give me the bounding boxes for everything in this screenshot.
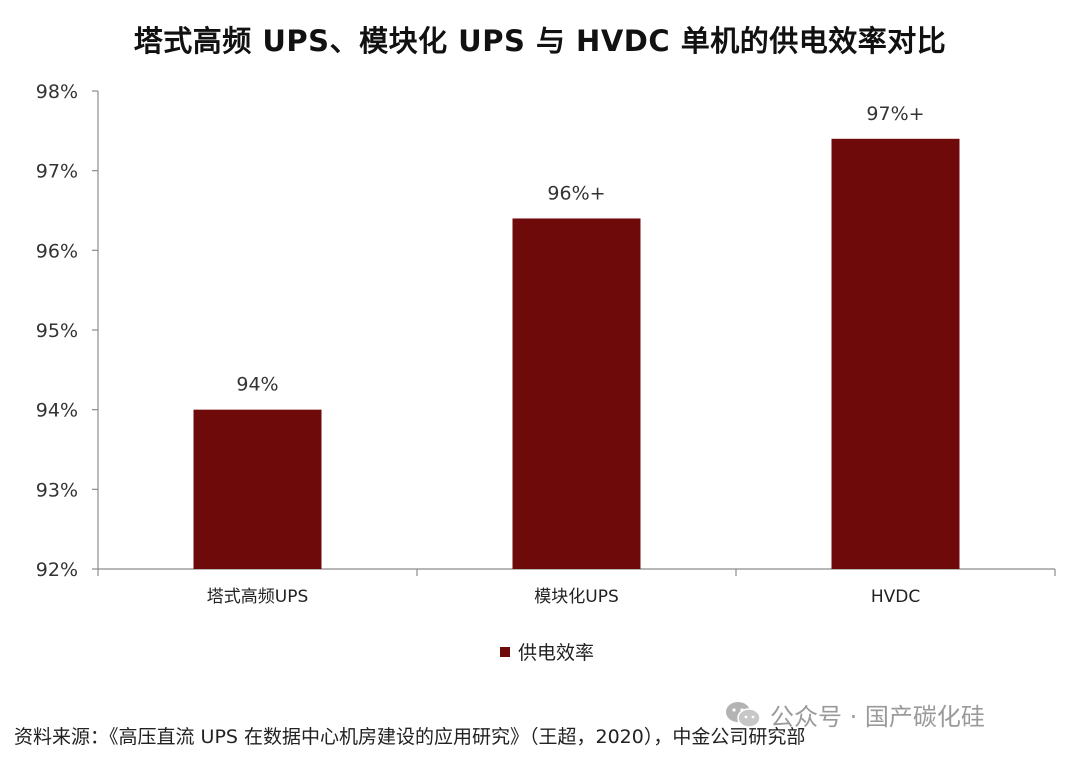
x-category-label: HVDC: [871, 587, 920, 607]
y-tick-label: 97%: [36, 161, 78, 183]
chart-title: 塔式高频 UPS、模块化 UPS 与 HVDC 单机的供电效率对比: [133, 24, 947, 58]
legend-swatch: [500, 646, 510, 657]
x-axis: 塔式高频UPS 模块化UPS HVDC: [97, 568, 1056, 607]
bar: [831, 138, 960, 570]
y-tick-label: 96%: [36, 240, 78, 262]
bar-series: [193, 138, 960, 570]
y-tick-label: 93%: [36, 479, 78, 501]
data-label: 97%+: [866, 103, 924, 125]
x-category-label: 塔式高频UPS: [207, 587, 309, 607]
y-tick-label: 94%: [36, 400, 78, 422]
data-label: 96%+: [547, 182, 605, 204]
watermark: 公众号 · 国产碳化硅: [724, 697, 985, 732]
bar: [512, 218, 641, 569]
x-category-label: 模块化UPS: [534, 587, 619, 607]
y-tick-label: 98%: [36, 81, 78, 103]
data-labels: 94% 96%+ 97%+: [236, 103, 924, 396]
y-axis: 92% 93% 94% 95% 96% 97% 98%: [36, 81, 99, 581]
y-tick-label: 92%: [36, 559, 78, 581]
legend-label: 供电效率: [518, 642, 595, 664]
legend: 供电效率: [500, 638, 594, 665]
y-tick-label: 95%: [36, 320, 78, 342]
watermark-text: 公众号 · 国产碳化硅: [770, 703, 985, 731]
wechat-icon: [726, 701, 761, 728]
source-note: 资料来源：《高压直流 UPS 在数据中心机房建设的应用研究》（王超，2020），…: [14, 726, 806, 748]
data-label: 94%: [236, 374, 278, 396]
bar: [193, 409, 322, 569]
